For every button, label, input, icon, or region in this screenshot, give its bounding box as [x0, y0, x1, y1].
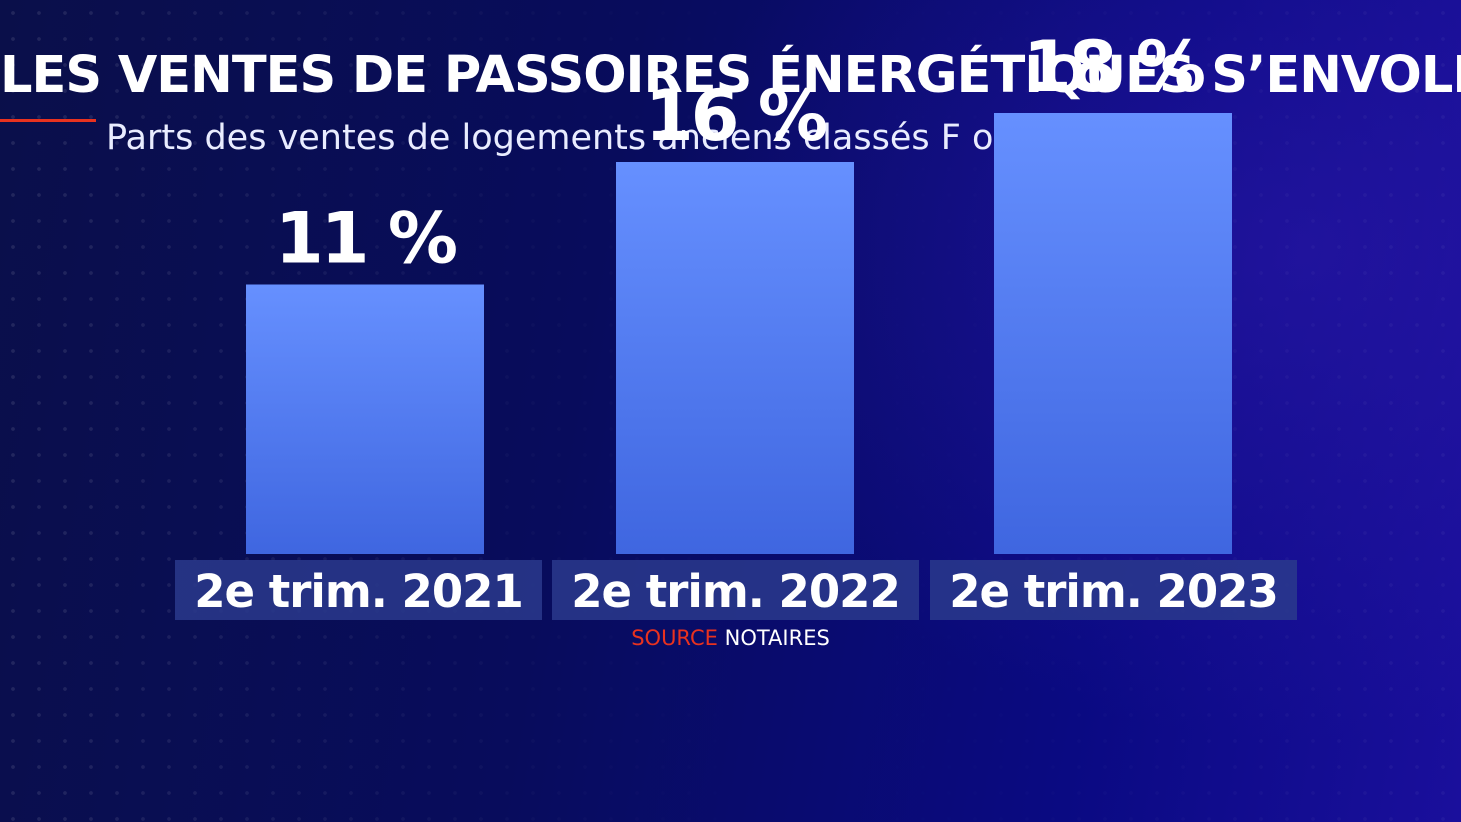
source-label: SOURCE	[631, 626, 718, 650]
source-note: SOURCE NOTAIRES	[0, 624, 1461, 652]
bar-value-label-3: 18 %	[1023, 26, 1204, 108]
chart-title: LES VENTES DE PASSOIRES ÉNERGÉTIQUES S’E…	[0, 46, 1461, 105]
bar-3	[994, 113, 1232, 554]
source-value: NOTAIRES	[724, 626, 830, 650]
category-label-bg-1	[175, 560, 542, 620]
title-accent-line	[0, 119, 96, 122]
category-label-1: 2e trim. 2021	[194, 565, 523, 618]
bar-value-label-1: 11 %	[275, 198, 456, 280]
chart-layer: 11 % 2e trim. 2021 16 % 2e trim. 2022 18 % 2e…	[175, 26, 1297, 620]
category-label-bg-3	[930, 560, 1297, 620]
bar-value-label-2: 16 %	[645, 75, 826, 157]
category-label-3: 2e trim. 2023	[949, 565, 1278, 618]
bar-1	[246, 284, 484, 554]
category-label-bg-2	[552, 560, 919, 620]
chart-subtitle: Parts des ventes de logements anciens cl…	[106, 118, 1054, 158]
bar-2	[616, 162, 854, 554]
category-label-2: 2e trim. 2022	[571, 565, 900, 618]
